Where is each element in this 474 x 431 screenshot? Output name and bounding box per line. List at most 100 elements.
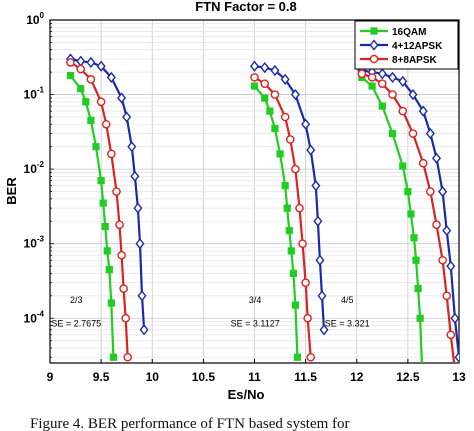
data-point [289,269,297,277]
data-point [96,97,106,107]
data-point [105,265,113,274]
x-tick-label: 10 [146,370,160,384]
x-tick-label: 13 [452,370,466,384]
data-point [135,238,145,250]
x-tick-label: 12 [350,370,364,384]
data-point [432,220,441,229]
annotations: 2/3 SE = 2.7675 3/4 SE = 3.1127 4/5 SE = 3.32… [51,295,369,328]
x-tick-label: 9 [47,370,54,384]
data-point [82,98,90,106]
data-point [285,226,293,235]
data-point [407,210,415,218]
data-point [250,82,259,90]
data-point [260,79,270,88]
data-point [412,256,420,264]
x-axis-label: Es/No [228,387,265,402]
data-point [260,61,270,74]
data-point [250,60,259,72]
code-rate-label: 2/3 [70,295,83,305]
data-point [378,79,387,88]
data-point [418,105,428,117]
data-point [270,64,280,77]
data-point [137,290,147,302]
data-point [271,124,279,133]
spectral-efficiency-label: SE = 3.321 [325,318,370,328]
data-point [303,313,312,323]
data-point [107,149,116,159]
data-point [86,75,96,84]
data-point [276,150,284,158]
legend-marker [369,39,379,51]
data-point [285,135,295,144]
data-point [313,215,323,227]
data-point [454,351,459,363]
legend: 16QAM 4+12APSK 8+8APSK [354,20,459,70]
data-point [287,247,295,255]
data-point [438,255,447,265]
series-line [70,57,146,330]
data-point [408,88,418,101]
data-point [66,71,75,80]
data-point [103,247,111,255]
x-tick-label: 9.5 [93,370,110,384]
legend-marker [370,27,378,35]
data-point [298,239,307,248]
data-point [419,367,425,373]
data-point [388,71,398,84]
series-line [361,76,424,363]
data-point [97,177,105,185]
data-point [86,56,96,69]
data-point [410,234,418,242]
data-point [280,73,290,85]
data-point [117,92,127,104]
data-point [87,116,95,125]
data-point [306,144,316,156]
data-point [101,119,111,129]
data-point [377,68,387,80]
series-16qam [66,71,425,373]
data-point [388,129,397,138]
y-axis-label: BER [4,177,19,205]
series-line [361,72,456,363]
y-axis-ticks: 100 10-1 10-2 10-3 10-4 [24,11,54,358]
data-point [109,353,117,361]
data-point [107,299,115,307]
data-point [127,141,137,153]
y-tick-label: 10-4 [24,309,45,325]
data-point [442,224,452,237]
data-point [123,352,133,362]
data-point [92,143,100,151]
data-point [291,164,300,174]
y-tick-label: 10-2 [24,160,45,176]
data-point [398,106,408,116]
data-point [398,75,408,88]
legend-label: 8+8APSK [392,55,438,66]
data-point [122,111,132,123]
data-point [367,73,377,82]
data-point [306,352,316,362]
data-point [291,301,300,309]
data-point [281,182,289,190]
spectral-efficiency-label: SE = 2.7675 [51,318,101,328]
code-rate-label: 4/5 [341,295,354,305]
x-tick-label: 12.5 [396,370,420,384]
data-point [76,55,86,67]
data-point [250,73,259,82]
data-point [378,102,386,110]
data-point [399,162,407,170]
data-point [96,60,106,72]
data-point [404,187,412,196]
data-point [99,199,107,207]
spectral-efficiency-label: SE = 3.1127 [231,318,280,328]
data-point [101,222,109,231]
y-tick-label: 10-1 [24,86,45,102]
data-point [290,88,300,101]
data-point [450,312,459,324]
data-point [76,64,85,74]
data-point [442,291,452,301]
data-point [121,313,130,323]
data-point [77,85,85,93]
data-point [425,127,435,140]
x-tick-label: 11 [248,370,261,384]
